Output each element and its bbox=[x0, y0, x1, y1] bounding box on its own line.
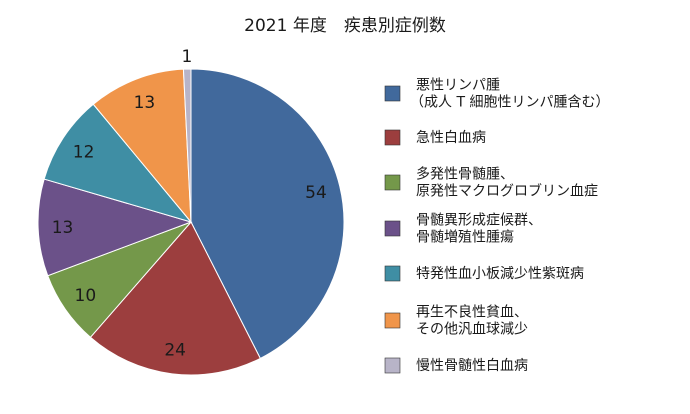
legend-label-2-line-1: 原発性マクログロブリン血症 bbox=[416, 183, 598, 200]
slice-value-label-1: 24 bbox=[164, 341, 186, 361]
pie-slice-4 bbox=[43, 103, 193, 223]
pie-slice-3 bbox=[37, 178, 193, 277]
legend-swatch-3 bbox=[384, 220, 401, 237]
legend-label-1-line-0: 急性白血病 bbox=[416, 130, 486, 146]
slice-value-label-5: 13 bbox=[134, 93, 156, 113]
legend-label-4-line-0: 特発性血小板減少性紫斑病 bbox=[416, 265, 584, 282]
slice-value-label-2: 10 bbox=[75, 286, 97, 306]
pie-slice-5 bbox=[92, 68, 192, 224]
legend-label-5-line-0: 再生不良性貧血、 bbox=[416, 305, 528, 321]
legend-swatch-4 bbox=[384, 265, 401, 282]
legend-swatch-2 bbox=[384, 174, 401, 191]
slice-value-label-4: 12 bbox=[73, 142, 95, 162]
legend-swatch-6 bbox=[384, 357, 401, 374]
pie-slice-0 bbox=[190, 68, 345, 360]
legend-label-5-line-1: その他汎血球減少 bbox=[416, 321, 528, 338]
legend-label-6-line-0: 慢性骨髄性白血病 bbox=[416, 357, 528, 374]
legend-swatch-0 bbox=[384, 85, 401, 102]
slice-value-label-3: 13 bbox=[52, 218, 74, 238]
legend-label-0-line-1: （成人 T 細胞性リンパ腫含む） bbox=[410, 95, 609, 111]
slice-value-label-6: 1 bbox=[181, 47, 192, 67]
pie-slices bbox=[37, 68, 345, 376]
legend-label-2-line-0: 多発性骨髄腫、 bbox=[416, 166, 514, 183]
legend: 悪性リンパ腫（成人 T 細胞性リンパ腫含む） 急性白血病多発性骨髄腫、原発性マクロ… bbox=[384, 78, 609, 374]
slice-value-labels: 54 24 10 13 12 13 1 bbox=[52, 47, 327, 360]
legend-label-3-line-1: 骨髄増殖性腫瘍 bbox=[416, 229, 514, 246]
legend-swatch-5 bbox=[384, 312, 401, 329]
legend-swatch-1 bbox=[384, 129, 401, 146]
pie-slice-6 bbox=[182, 68, 192, 223]
slice-value-label-0: 54 bbox=[305, 183, 327, 203]
legend-label-0-line-0: 悪性リンパ腫 bbox=[416, 78, 500, 94]
chart-title: 2021 年度 疾患別症例数 bbox=[244, 16, 446, 36]
pie-slice-1 bbox=[89, 221, 261, 376]
legend-label-3-line-0: 骨髄異形成症候群、 bbox=[416, 213, 542, 229]
